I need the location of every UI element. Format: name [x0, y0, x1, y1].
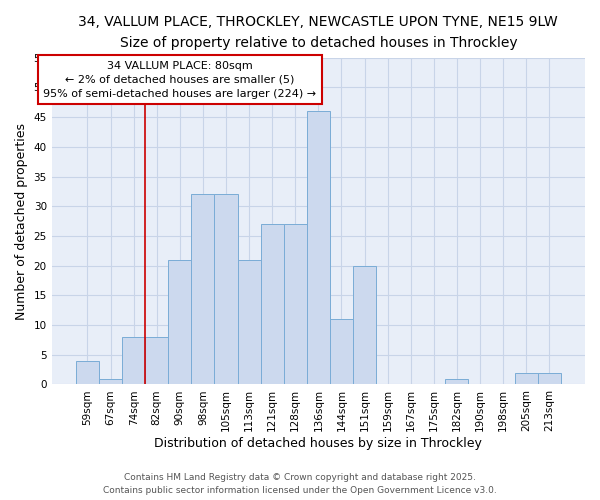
Bar	[238, 260, 260, 384]
Bar	[76, 360, 99, 384]
Bar	[353, 266, 376, 384]
Bar	[330, 319, 353, 384]
X-axis label: Distribution of detached houses by size in Throckley: Distribution of detached houses by size …	[154, 437, 482, 450]
Bar	[538, 372, 561, 384]
Bar	[445, 378, 469, 384]
Bar	[284, 224, 307, 384]
Bar	[214, 194, 238, 384]
Bar	[145, 337, 168, 384]
Bar	[168, 260, 191, 384]
Bar	[191, 194, 214, 384]
Text: 34 VALLUM PLACE: 80sqm
← 2% of detached houses are smaller (5)
95% of semi-detac: 34 VALLUM PLACE: 80sqm ← 2% of detached …	[43, 60, 316, 98]
Bar	[307, 111, 330, 384]
Text: Contains HM Land Registry data © Crown copyright and database right 2025.
Contai: Contains HM Land Registry data © Crown c…	[103, 474, 497, 495]
Bar	[99, 378, 122, 384]
Bar	[260, 224, 284, 384]
Y-axis label: Number of detached properties: Number of detached properties	[15, 122, 28, 320]
Bar	[122, 337, 145, 384]
Title: 34, VALLUM PLACE, THROCKLEY, NEWCASTLE UPON TYNE, NE15 9LW
Size of property rela: 34, VALLUM PLACE, THROCKLEY, NEWCASTLE U…	[79, 15, 558, 50]
Bar	[515, 372, 538, 384]
